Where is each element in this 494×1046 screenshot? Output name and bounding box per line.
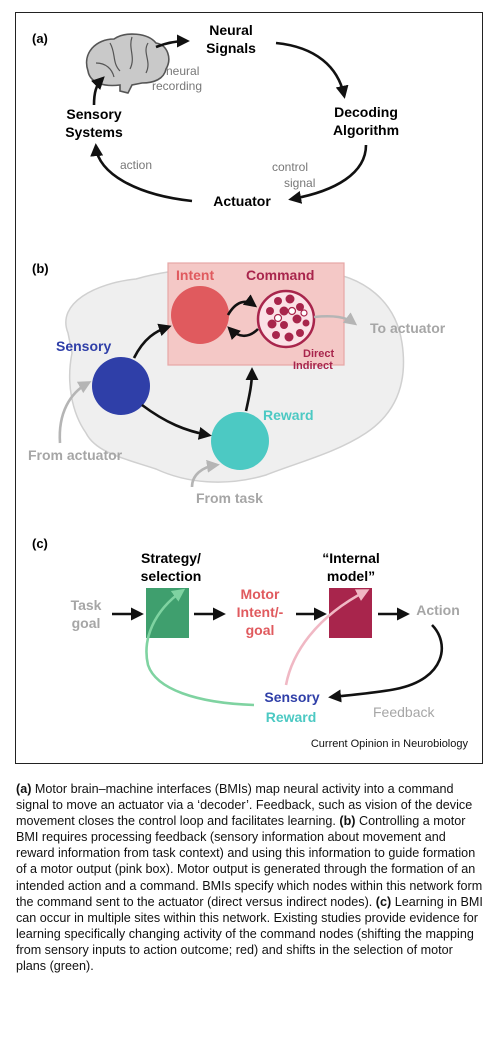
arrow-from-actuator — [58, 381, 92, 444]
label-neural: neural — [166, 64, 199, 78]
figure-panel: (a) Neural Signals Decoding Algorithm Ac… — [15, 12, 483, 764]
label-action: action — [120, 158, 152, 172]
arrow-action-to-sensory — [328, 624, 444, 703]
node-sensory-systems-line1: Sensory — [66, 106, 121, 122]
label-strategy-line2: selection — [141, 568, 202, 584]
arrow-actuator-to-sensory — [90, 143, 193, 203]
label-strategy-line1: Strategy/ — [141, 550, 201, 566]
arrow-signals-to-decoding — [275, 41, 349, 99]
arrow-sensory-to-intent — [132, 323, 172, 359]
caption-label-c: (c) — [375, 894, 392, 909]
caption-text-b: Controlling a motor BMI requires process… — [16, 814, 483, 909]
caption-label-b: (b) — [339, 814, 356, 829]
label-intent-goal: Intent/- — [237, 604, 284, 620]
panel-c-label: (c) — [32, 536, 48, 551]
node-sensory-systems-line2: Systems — [65, 124, 123, 140]
label-sensory-b: Sensory — [56, 338, 111, 354]
arrow-sensory-to-model — [284, 589, 370, 686]
label-motor: Motor — [241, 586, 280, 602]
label-reward-c: Reward — [266, 709, 317, 725]
figure-caption: (a) Motor brain–machine interfaces (BMIs… — [16, 781, 484, 974]
node-decoding-line1: Decoding — [334, 104, 398, 120]
panel-a-label: (a) — [32, 31, 48, 46]
brain-icon — [85, 33, 170, 94]
arrow-to-actuator — [313, 312, 358, 326]
label-internal-model-line2: model” — [327, 568, 375, 584]
strategy-box — [146, 588, 189, 638]
label-direct: Direct — [303, 348, 335, 360]
caption-text-a: Motor brain–machine interfaces (BMIs) ma… — [16, 782, 473, 829]
label-recording: recording — [152, 79, 202, 93]
caption-label-a: (a) — [16, 782, 32, 796]
label-indirect: Indirect — [293, 360, 333, 372]
node-neural-signals-line2: Signals — [206, 40, 256, 56]
node-actuator: Actuator — [213, 193, 271, 209]
label-sensory-c: Sensory — [264, 689, 319, 705]
arrow-sensory-to-reward — [141, 403, 212, 440]
label-feedback: Feedback — [373, 704, 435, 720]
label-goal: goal — [72, 615, 101, 631]
reward-node — [211, 412, 269, 470]
source-credit: Current Opinion in Neurobiology — [311, 738, 469, 750]
arrow-sensory-to-brain — [90, 76, 105, 106]
label-intent: Intent — [176, 267, 214, 283]
arrow-command-to-intent — [227, 326, 259, 341]
sensory-node — [92, 357, 150, 415]
node-decoding-line2: Algorithm — [333, 122, 399, 138]
label-command: Command — [246, 267, 314, 283]
label-internal-model-line1: “Internal — [322, 550, 380, 566]
label-from-task: From task — [196, 490, 263, 506]
arrow-reward-to-strategy — [145, 588, 255, 707]
arrow-from-task — [190, 459, 220, 488]
label-action-c: Action — [416, 602, 460, 618]
label-to-actuator: To actuator — [370, 320, 446, 336]
label-goal-c: goal — [246, 622, 275, 638]
internal-model-box — [329, 588, 372, 638]
label-control: control — [272, 160, 308, 174]
label-task: Task — [71, 597, 102, 613]
arrow-reward-to-box — [244, 367, 259, 412]
intent-node — [171, 286, 229, 344]
node-neural-signals-line1: Neural — [209, 22, 253, 38]
arrow-intent-to-command — [226, 294, 258, 316]
arrow-brain-to-signals — [155, 34, 190, 49]
label-reward-b: Reward — [263, 407, 314, 423]
figure-svg: (a) Neural Signals Decoding Algorithm Ac… — [28, 22, 469, 750]
arrow-decoding-to-actuator — [288, 144, 368, 204]
label-signal: signal — [284, 176, 315, 190]
panel-b-label: (b) — [32, 261, 49, 276]
caption-text-c: Learning in BMI can occur in multiple si… — [16, 894, 483, 974]
label-from-actuator: From actuator — [28, 447, 123, 463]
command-node — [256, 289, 316, 349]
